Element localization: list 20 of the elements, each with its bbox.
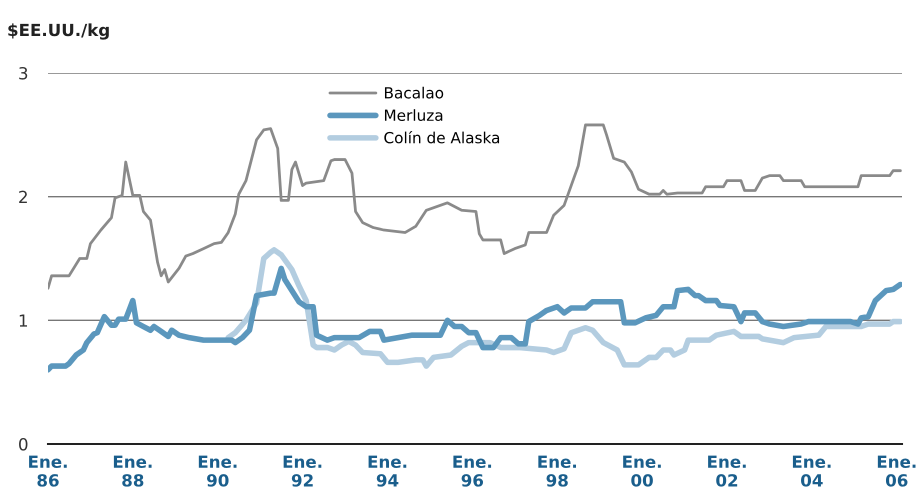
legend-label: Merluza [384, 109, 442, 121]
x-tick-label: Ene. 96 [453, 456, 492, 487]
y-tick-label: 0 [19, 438, 28, 451]
x-tick-label: Ene. 94 [368, 456, 406, 487]
y-axis-title: $EE.UU./kg [8, 23, 109, 40]
x-tick-label: Ene. 86 [29, 456, 67, 487]
x-tick-label: Ene. 90 [198, 456, 236, 487]
y-tick-label: 3 [19, 66, 28, 80]
x-tick-label: Ene. 88 [114, 456, 152, 487]
legend-label: Bacalao [384, 86, 444, 99]
legend-label: Colín de Alaska [384, 130, 500, 144]
y-tick-label: 1 [20, 314, 28, 327]
x-tick-label: Ene. 04 [792, 456, 831, 487]
x-tick-label: Ene. 98 [538, 456, 576, 487]
x-tick-label: Ene. 92 [284, 456, 322, 487]
x-tick-label: Ene. 00 [623, 456, 661, 487]
x-tick-label: Ene. 02 [708, 456, 746, 487]
line-series [48, 124, 902, 290]
x-tick-label: Ene. 06 [878, 456, 916, 487]
y-tick-label: 2 [19, 190, 27, 203]
